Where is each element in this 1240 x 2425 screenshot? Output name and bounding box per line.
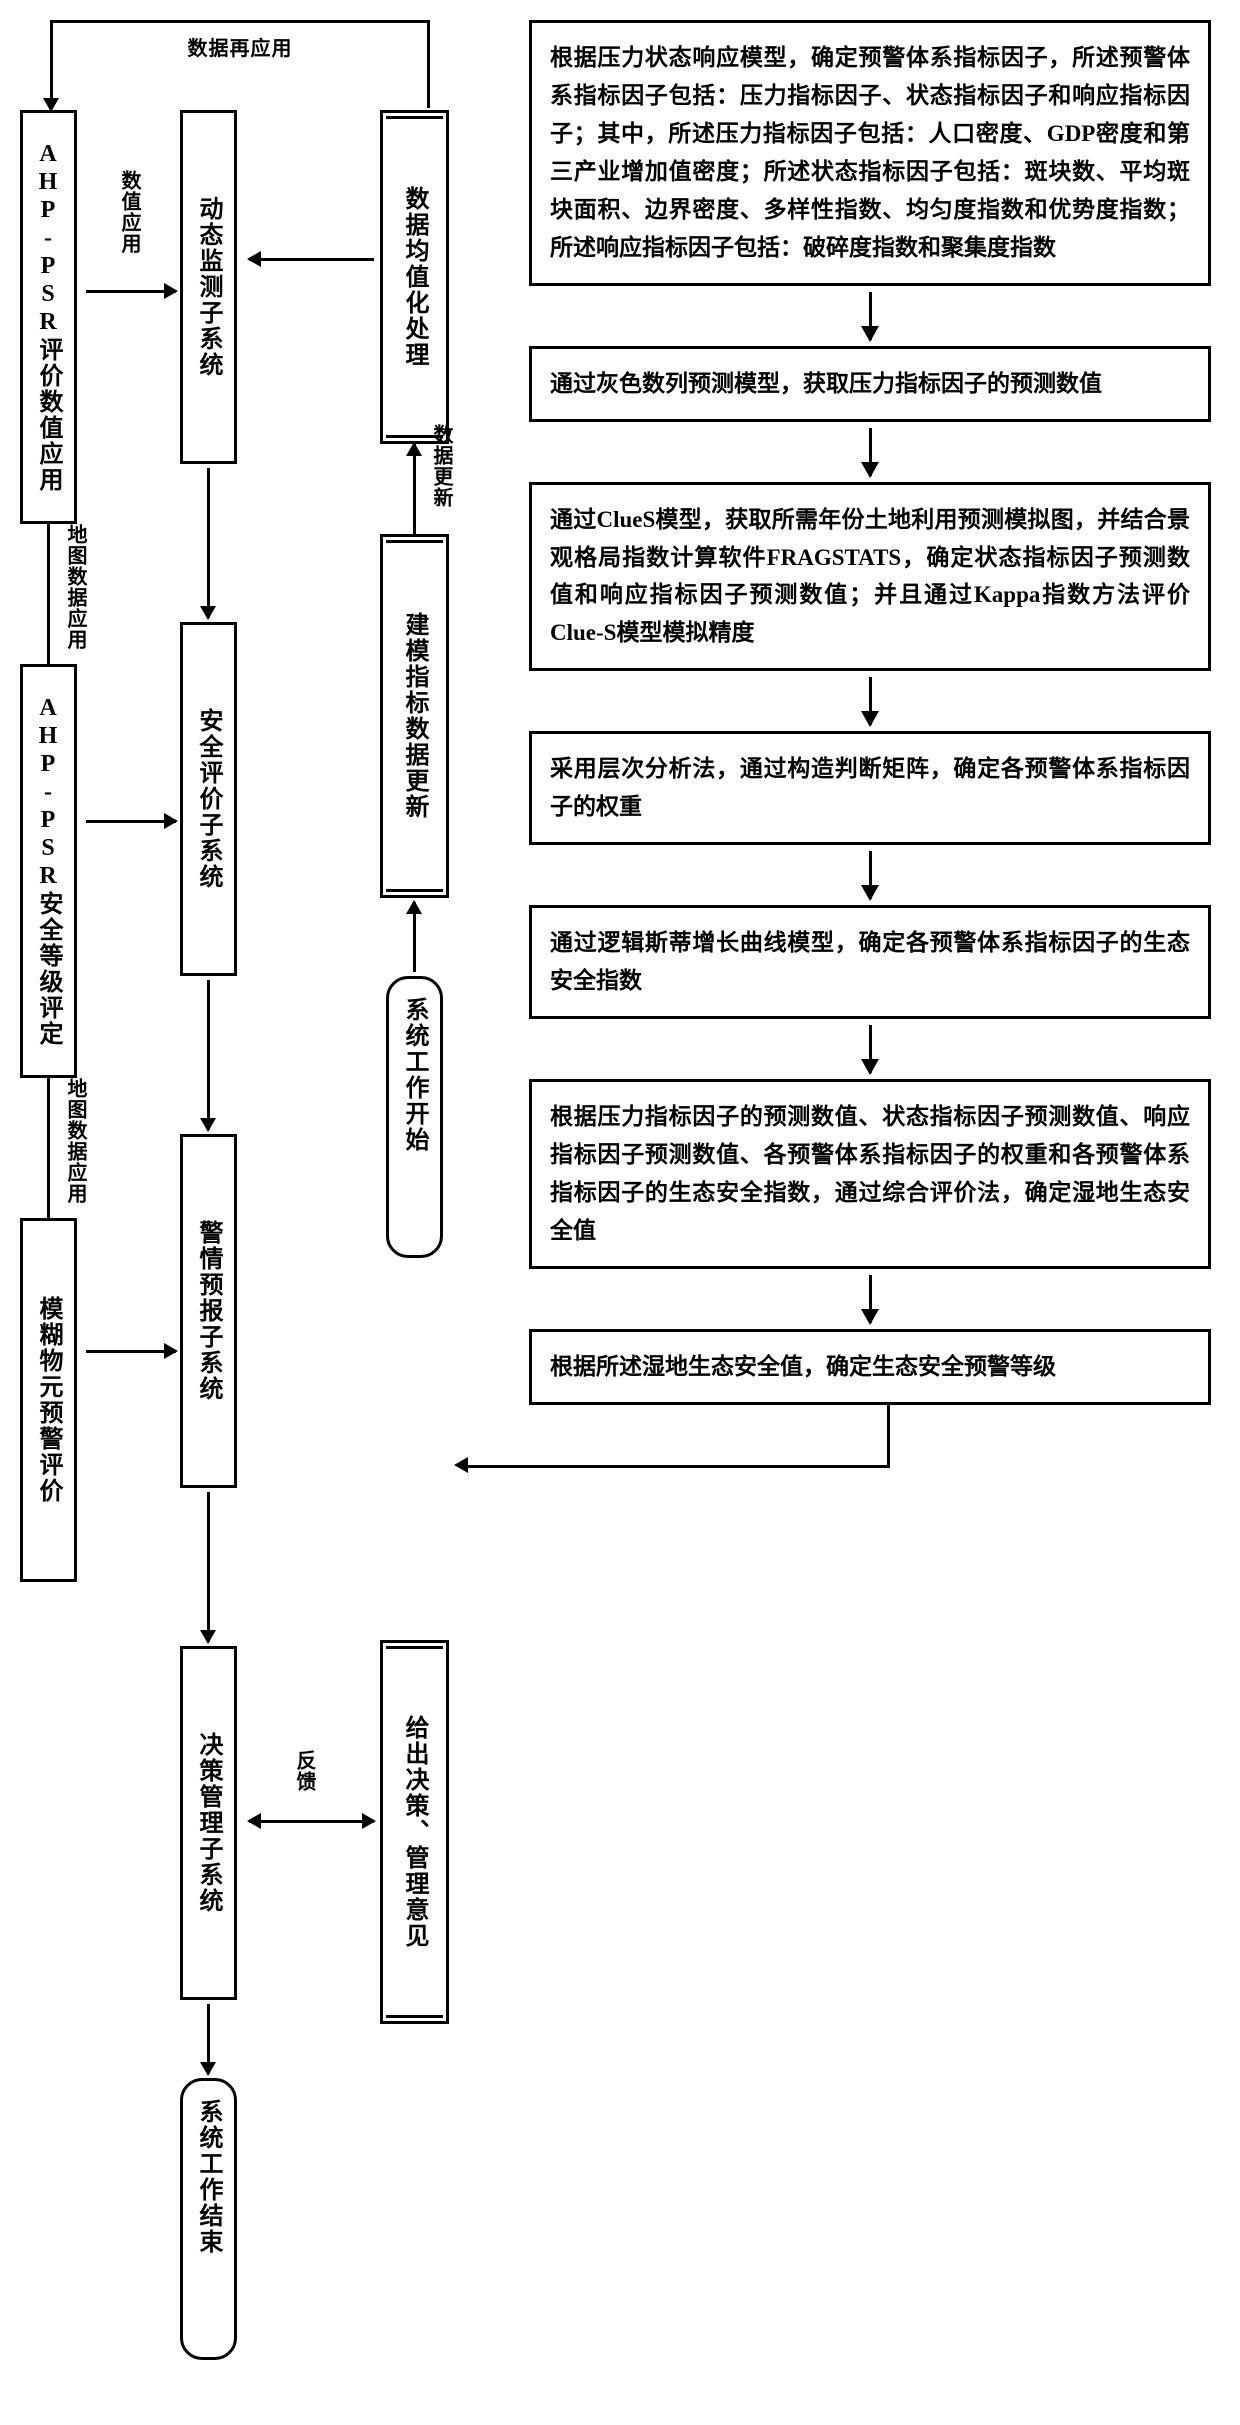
right-process-steps: 根据压力状态响应模型，确定预警体系指标因子，所述预警体系指标因子包括：压力指标因… bbox=[530, 20, 1210, 2400]
label-data-reuse: 数据再应用 bbox=[188, 32, 293, 61]
left-flowchart: 数据再应用 AHP-PSR评价数值应用 地图数据应用 AHP-PSR安全等级评定… bbox=[20, 20, 490, 2400]
step-2: 通过灰色数列预测模型，获取压力指标因子的预测数值 bbox=[529, 346, 1211, 422]
step-3: 通过ClueS模型，获取所需年份土地利用预测模拟图，并结合景观格局指数计算软件F… bbox=[529, 482, 1211, 672]
label-map-apply-2: 地图数据应用 bbox=[61, 1078, 90, 1204]
pill-system-end: 系统工作结束 bbox=[180, 2078, 237, 2360]
box-fuzzy-matter: 模糊物元预警评价 bbox=[20, 1218, 77, 1582]
step-7: 根据所述湿地生态安全值，确定生态安全预警等级 bbox=[529, 1329, 1211, 1405]
box-ahp-numeric: AHP-PSR评价数值应用 bbox=[20, 110, 77, 524]
box-model-index-update: 建模指标数据更新 bbox=[380, 534, 449, 898]
step-5: 通过逻辑斯蒂增长曲线模型，确定各预警体系指标因子的生态安全指数 bbox=[529, 905, 1211, 1019]
arrow-r4 bbox=[869, 851, 872, 899]
arrow-c2-1 bbox=[207, 468, 210, 618]
arrow-r5 bbox=[869, 1025, 872, 1073]
box-data-mean: 数据均值化处理 bbox=[380, 110, 449, 444]
arrow-col1-col2-3 bbox=[86, 1350, 176, 1353]
arrow-c2-3 bbox=[207, 1492, 210, 1642]
arrow-col1-col2-2 bbox=[86, 820, 176, 823]
arrow-r1 bbox=[869, 292, 872, 340]
label-numeric-apply: 数值应用 bbox=[115, 170, 144, 254]
arrow-c2-4 bbox=[207, 2004, 210, 2074]
box-alarm-forecast: 警情预报子系统 bbox=[180, 1134, 237, 1488]
label-data-update: 数据更新 bbox=[427, 424, 456, 508]
box-give-decision: 给出决策、管理意见 bbox=[380, 1640, 449, 2024]
box-ahp-level: AHP-PSR安全等级评定 bbox=[20, 664, 77, 1078]
arrow-r3 bbox=[869, 677, 872, 725]
arrow-r2 bbox=[869, 428, 872, 476]
box-decision-mgmt: 决策管理子系统 bbox=[180, 1646, 237, 2000]
pill-system-start: 系统工作开始 bbox=[386, 976, 443, 1258]
arrow-feedback bbox=[249, 1820, 374, 1823]
box-safety-eval: 安全评价子系统 bbox=[180, 622, 237, 976]
arrow-c3-up bbox=[413, 902, 416, 972]
arrow-col1-col2-1 bbox=[86, 290, 176, 293]
box-dynamic-monitor: 动态监测子系统 bbox=[180, 110, 237, 464]
label-map-apply-1: 地图数据应用 bbox=[61, 524, 90, 650]
step-1: 根据压力状态响应模型，确定预警体系指标因子，所述预警体系指标因子包括：压力指标因… bbox=[529, 20, 1211, 286]
arrow-c2-2 bbox=[207, 980, 210, 1130]
step-6: 根据压力指标因子的预测数值、状态指标因子预测数值、响应指标因子预测数值、各预警体… bbox=[529, 1079, 1211, 1269]
step-4: 采用层次分析法，通过构造判断矩阵，确定各预警体系指标因子的权重 bbox=[529, 731, 1211, 845]
arrow-mean-to-monitor bbox=[249, 258, 374, 261]
label-feedback: 反馈 bbox=[290, 1750, 319, 1792]
arrow-r6 bbox=[869, 1275, 872, 1323]
